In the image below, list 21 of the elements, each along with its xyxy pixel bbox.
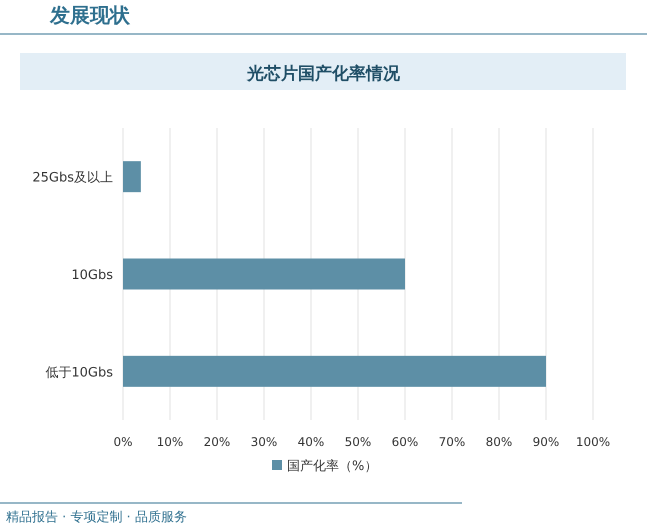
- x-tick-label: 40%: [298, 435, 324, 449]
- x-tick-label: 60%: [392, 435, 418, 449]
- y-tick-label: 25Gbs及以上: [32, 170, 113, 186]
- x-tick-label: 30%: [250, 435, 278, 449]
- y-tick-label: 低于10Gbs: [45, 365, 114, 380]
- bar: [123, 356, 546, 387]
- x-tick-label: 20%: [204, 435, 230, 449]
- y-tick-label: 10Gbs: [71, 268, 114, 283]
- chart-title: 光芯片国产化率情况: [246, 64, 401, 84]
- x-tick-label: 0%: [113, 435, 133, 449]
- x-tick-label: 50%: [344, 435, 372, 449]
- x-tick-label: 90%: [532, 435, 560, 449]
- text: 精品报告 · 专项定制 · 品质服务: [6, 510, 187, 524]
- legend-label: 国产化率（%）: [287, 458, 378, 474]
- x-tick-label: 70%: [438, 435, 466, 449]
- x-tick-label: 10%: [156, 435, 184, 449]
- x-tick-label: 80%: [486, 435, 512, 449]
- x-tick-label: 100%: [576, 435, 610, 449]
- bar: [123, 258, 405, 290]
- chart-subtitle: 发展现状: [49, 3, 131, 27]
- bar: [123, 161, 141, 192]
